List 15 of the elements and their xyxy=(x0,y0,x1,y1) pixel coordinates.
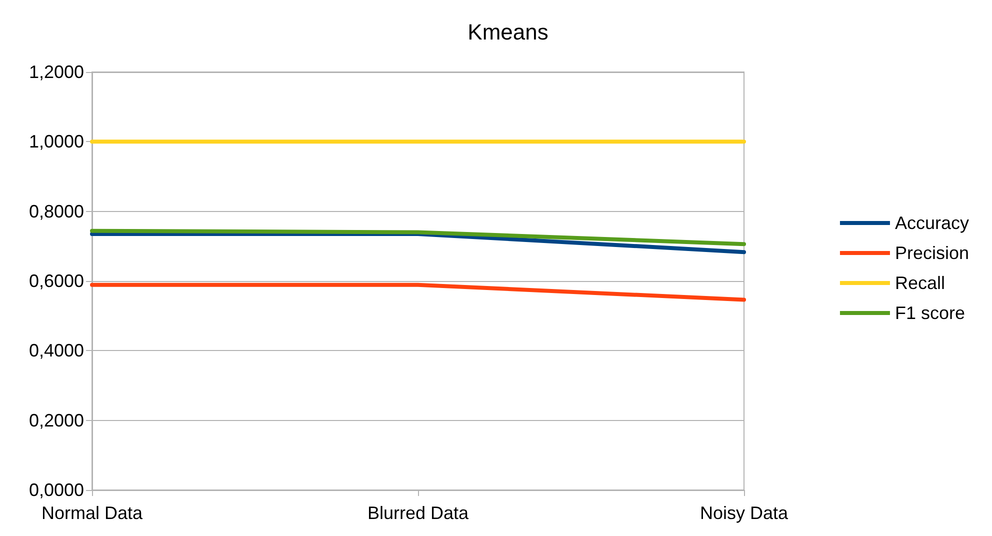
y-tick-label: 1,0000 xyxy=(28,132,84,152)
y-tick-label: 0,6000 xyxy=(28,271,84,291)
y-tick-label: 0,4000 xyxy=(28,340,84,361)
legend-label: Precision xyxy=(894,243,969,263)
x-tick-label: Normal Data xyxy=(41,503,144,523)
x-tick-label: Blurred Data xyxy=(367,503,470,523)
legend-label: Recall xyxy=(894,273,945,293)
legend-label: Accuracy xyxy=(894,213,969,233)
y-tick-label: 0,2000 xyxy=(28,410,84,430)
legend-label: F1 score xyxy=(894,303,965,323)
y-tick-label: 0,0000 xyxy=(28,480,84,500)
x-tick-label: Noisy Data xyxy=(700,503,790,523)
y-tick-label: 1,2000 xyxy=(28,62,84,82)
y-tick-label: 0,8000 xyxy=(28,201,84,222)
chart-title: Kmeans xyxy=(468,20,548,44)
